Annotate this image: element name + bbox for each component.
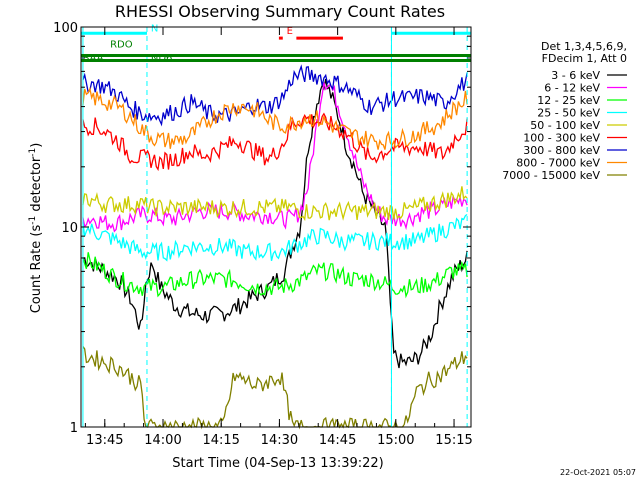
flag-label-nd6: ND6 [151, 53, 173, 64]
y-label-sup-2: -1 [28, 148, 38, 157]
y-label-main: Count Rate (s [29, 225, 44, 314]
x-tick-label: 15:15 [435, 433, 472, 448]
x-tick-label: 13:45 [86, 433, 123, 448]
legend-label-3-6-kev: 3 - 6 keV [551, 69, 600, 82]
x-tick-label: 14:30 [261, 433, 298, 448]
legend-label-300-800-kev: 300 - 800 keV [523, 144, 600, 157]
legend-label-100-300-kev: 100 - 300 keV [523, 132, 600, 145]
legend: Det 1,3,4,5,6,9,FDecim 1, Att 0 3 - 6 keV… [502, 40, 627, 182]
chart-title: RHESSI Observing Summary Count Rates [115, 2, 445, 21]
y-axis-label: Count Rate (s-1 detector-1) [28, 143, 44, 314]
x-axis-label: Start Time (04-Sep-13 13:39:22) [172, 456, 383, 471]
y-label-end: ) [29, 143, 44, 148]
series-line-100-300-kev [82, 112, 468, 172]
flag-label-rdo: RDO [110, 40, 133, 51]
y-label-mid: detector [29, 156, 44, 216]
x-tick-label: 14:45 [319, 433, 356, 448]
flag-label-e: E [287, 26, 293, 37]
legend-label-12-25-kev: 12 - 25 keV [537, 94, 600, 107]
axes-frame [80, 26, 472, 428]
x-tick-label: 15:00 [377, 433, 414, 448]
legend-label-800-7000-kev: 800 - 7000 keV [516, 157, 600, 170]
x-tick-label: 14:00 [144, 433, 181, 448]
legend-label-50-100-kev: 50 - 100 keV [530, 119, 600, 132]
y-tick-label: 1 [70, 421, 78, 436]
x-tick-label: 14:15 [202, 433, 239, 448]
legend-label-25-50-kev: 25 - 50 keV [537, 107, 600, 120]
flag-label-n: N [151, 23, 158, 34]
series-line-3-6-kev [82, 78, 468, 369]
y-tick-label: 100 [53, 21, 78, 36]
legend-label-6-12-kev: 6 - 12 keV [544, 82, 600, 95]
y-tick-label: 10 [61, 221, 78, 236]
legend-header-line: FDecim 1, Att 0 [542, 52, 627, 65]
timestamp: 22-Oct-2021 05:07 [560, 468, 636, 477]
y-label-sup-1: -1 [28, 216, 38, 225]
flag-label-saa: SAA [83, 53, 104, 64]
legend-label-7000-15000-kev: 7000 - 15000 keV [502, 169, 600, 182]
plot-area: N E RDO SAA ND6 13:45 14:00 14:15 14:30 14:45 15:0… [53, 21, 473, 448]
series-line-12-25-kev [82, 252, 468, 299]
legend-header-line: Det 1,3,4,5,6,9, [541, 40, 627, 53]
